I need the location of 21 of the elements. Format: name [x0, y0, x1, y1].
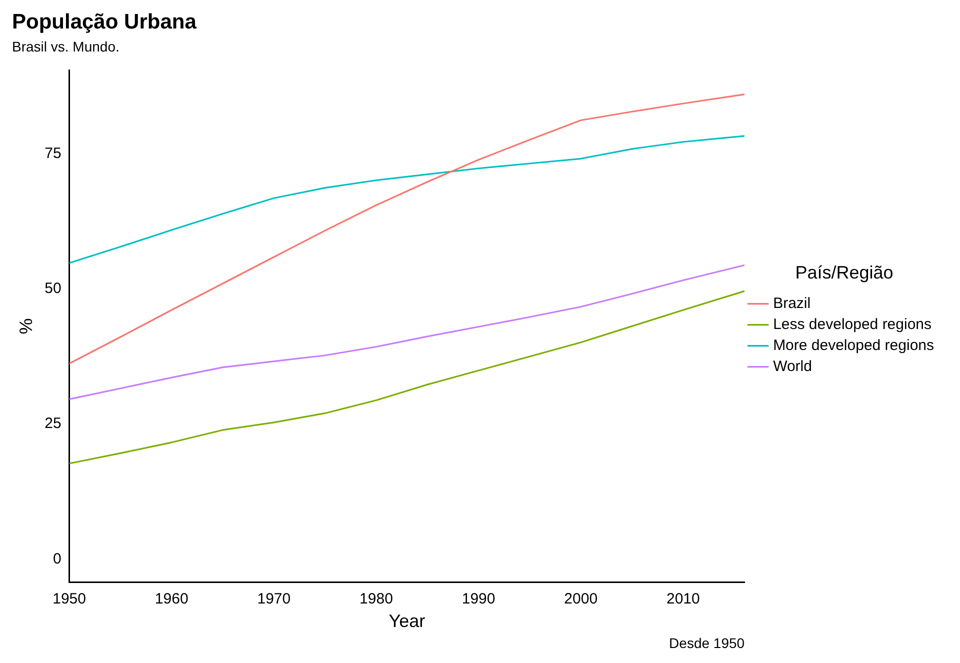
x-tick-label: 1950 [52, 590, 86, 608]
legend-label: More developed regions [773, 336, 934, 354]
y-tick-label: 50 [44, 280, 62, 298]
chart-subtitle: Brasil vs. Mundo. [12, 38, 120, 54]
legend-title: País/Região [795, 262, 894, 283]
x-tick-label: 1990 [462, 590, 496, 608]
y-tick-label: 0 [52, 550, 62, 568]
x-axis-title: Year [388, 611, 426, 632]
legend-label: Brazil [773, 294, 811, 312]
chart-title: População Urbana [12, 10, 197, 34]
y-axis-title: % [16, 318, 36, 334]
x-tick-label: 1970 [257, 590, 291, 608]
y-tick-label: 75 [44, 144, 62, 162]
legend-label: World [773, 358, 812, 375]
legend-label: Less developed regions [773, 316, 932, 333]
y-tick-label: 25 [44, 415, 62, 432]
x-tick-label: 2000 [564, 590, 598, 608]
text: Desde 1950 [669, 634, 745, 651]
x-tick-label: 2010 [666, 590, 700, 608]
x-tick-label: 1960 [154, 590, 188, 608]
x-tick-label: 1980 [360, 590, 393, 608]
